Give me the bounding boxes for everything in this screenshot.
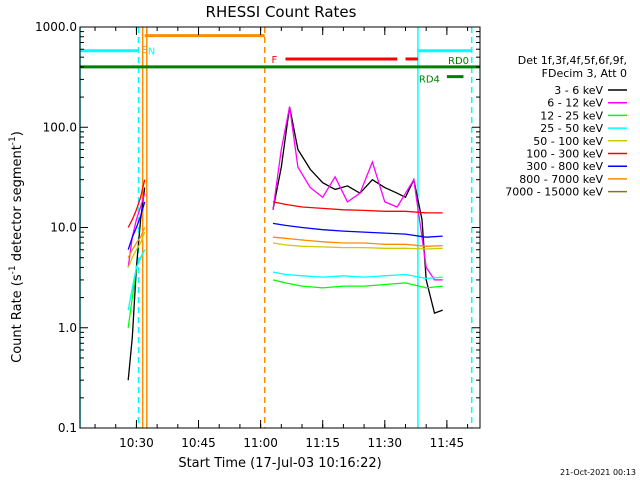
legend-header-line-1: Det 1f,3f,4f,5f,6f,9f, [518,54,627,67]
flag-label-8: RD4 [419,75,440,86]
x-tick-label-4: 11:30 [367,436,402,450]
y-axis-label-exp-2: -1 [8,136,18,145]
series-line-7-0 [127,227,146,258]
legend-header-line-2: FDecim 3, Att 0 [542,67,627,80]
flag-label-2: N [148,47,155,58]
legend-label-2: 12 - 25 keV [540,109,603,122]
plot-markers: S N F RD0 RD4 [79,27,480,428]
legend-label-7: 800 - 7000 keV [519,173,603,186]
series-line-6-1 [272,222,443,238]
legend-label-6: 300 - 800 keV [526,160,603,173]
series-line-4-0 [127,231,146,268]
x-tick-label-3: 11:15 [305,436,340,450]
series-line-5-1 [272,201,443,214]
series-line-4-1 [272,242,443,250]
series-line-0-1 [272,106,443,314]
legend-label-8: 7000 - 15000 keV [505,186,603,199]
y-axis-label-part-2: detector segment [10,145,25,265]
x-tick-label-5: 11:45 [430,436,465,450]
y-axis-label-part-3: ) [10,131,25,136]
series-line-3-1 [272,271,443,280]
x-tick-label-1: 10:45 [181,436,216,450]
y-tick-label-3: 100.0 [43,120,77,134]
series-line-6-0 [127,201,146,250]
series-line-7-1 [272,236,443,247]
footer-timestamp: 21-Oct-2021 00:13 [560,468,636,477]
plot-series [127,106,443,381]
x-tick-label-0: 10:30 [119,436,154,450]
y-tick-label-0: 0.1 [58,421,77,435]
x-tick-label-2: 11:00 [243,436,278,450]
legend-label-3: 25 - 50 keV [540,122,603,135]
flag-label-4: F [271,55,277,66]
series-line-1-1 [272,106,443,281]
y-tick-label-1: 1.0 [58,321,77,335]
series-line-2-1 [272,279,443,289]
legend-label-5: 100 - 300 keV [526,148,603,161]
legend-label-0: 3 - 6 keV [554,84,603,97]
y-tick-label-4: 1000.0 [35,20,77,34]
series-line-5-0 [127,179,146,228]
series-line-1-0 [127,193,146,268]
series-line-3-0 [127,249,146,311]
x-axis-label: Start Time (17-Jul-03 10:16:22) [178,456,381,471]
legend-label-1: 6 - 12 keV [547,97,603,110]
flag-label-1: S [142,45,148,56]
chart-title: RHESSI Count Rates [206,3,357,21]
y-axis-label: Count Rate (s-1 detector segment-1) [8,131,25,363]
flag-label-7: RD0 [448,56,469,67]
y-axis-label-exp-1: -1 [8,265,18,274]
plot-axes: 0.1 1.0 10.0 100.0 1000.0 10:30 10:45 11:00 11:1… [35,20,481,450]
legend-label-4: 50 - 100 keV [533,135,603,148]
y-axis-label-part-1: Count Rate (s [10,274,25,363]
y-tick-label-2: 10.0 [50,221,77,235]
